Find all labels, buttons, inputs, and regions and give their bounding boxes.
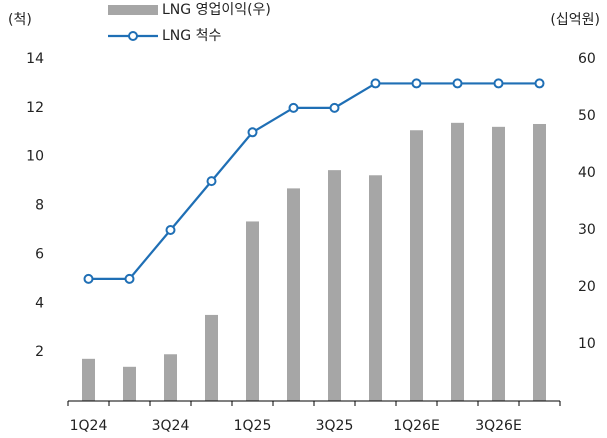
y-tick-label: 14 — [26, 51, 44, 67]
x-tick-label: 1Q25 — [234, 418, 272, 434]
line — [88, 82, 540, 280]
legend-marker — [128, 31, 138, 41]
line-marker — [329, 102, 340, 113]
legend-swatch — [108, 5, 158, 15]
line-marker — [165, 225, 176, 235]
y2-tick-label: 40 — [578, 165, 596, 181]
y2-tick-label: 20 — [578, 279, 596, 295]
y-tick-label: 8 — [35, 198, 44, 214]
bar — [492, 126, 505, 401]
bar — [410, 130, 423, 401]
y2-tick-label: 10 — [578, 336, 596, 352]
line-marker — [411, 78, 422, 89]
line-marker — [288, 102, 299, 113]
line-marker — [247, 127, 258, 138]
x-tick-label: 3Q26E — [475, 418, 522, 434]
y-tick-label: 10 — [26, 149, 44, 165]
bar — [164, 354, 177, 401]
legend-label: LNG 척수 — [162, 28, 221, 44]
bar — [369, 175, 382, 401]
line-marker — [124, 273, 135, 284]
bar — [205, 314, 218, 401]
y-tick-label: 2 — [35, 344, 44, 360]
y-axis-unit: (척) — [8, 12, 32, 28]
line-marker — [206, 176, 217, 187]
bar — [451, 122, 464, 401]
y-tick-label: 6 — [35, 246, 44, 262]
x-tick-label: 3Q25 — [316, 418, 354, 434]
line-marker — [452, 78, 463, 89]
line-marker — [370, 78, 381, 89]
bar — [82, 358, 95, 401]
y2-axis-unit: (십억원) — [550, 12, 600, 28]
bar — [328, 170, 341, 401]
y2-tick-label: 50 — [578, 108, 596, 124]
x-tick-label: 1Q24 — [70, 418, 108, 434]
line-marker — [83, 273, 94, 284]
legend-label: LNG 영업이익(우) — [162, 2, 271, 18]
y2-tick-label: 30 — [578, 222, 596, 238]
bar — [246, 221, 259, 401]
y-tick-label: 12 — [26, 100, 44, 116]
bar — [287, 188, 300, 401]
x-tick-label: 3Q24 — [152, 418, 190, 434]
y2-tick-label: 60 — [578, 51, 596, 67]
bar — [533, 123, 546, 401]
line-marker — [493, 78, 504, 89]
y-tick-label: 4 — [35, 295, 44, 311]
x-tick-label: 1Q26E — [393, 418, 440, 434]
bar — [123, 366, 136, 401]
line-marker — [534, 78, 545, 89]
